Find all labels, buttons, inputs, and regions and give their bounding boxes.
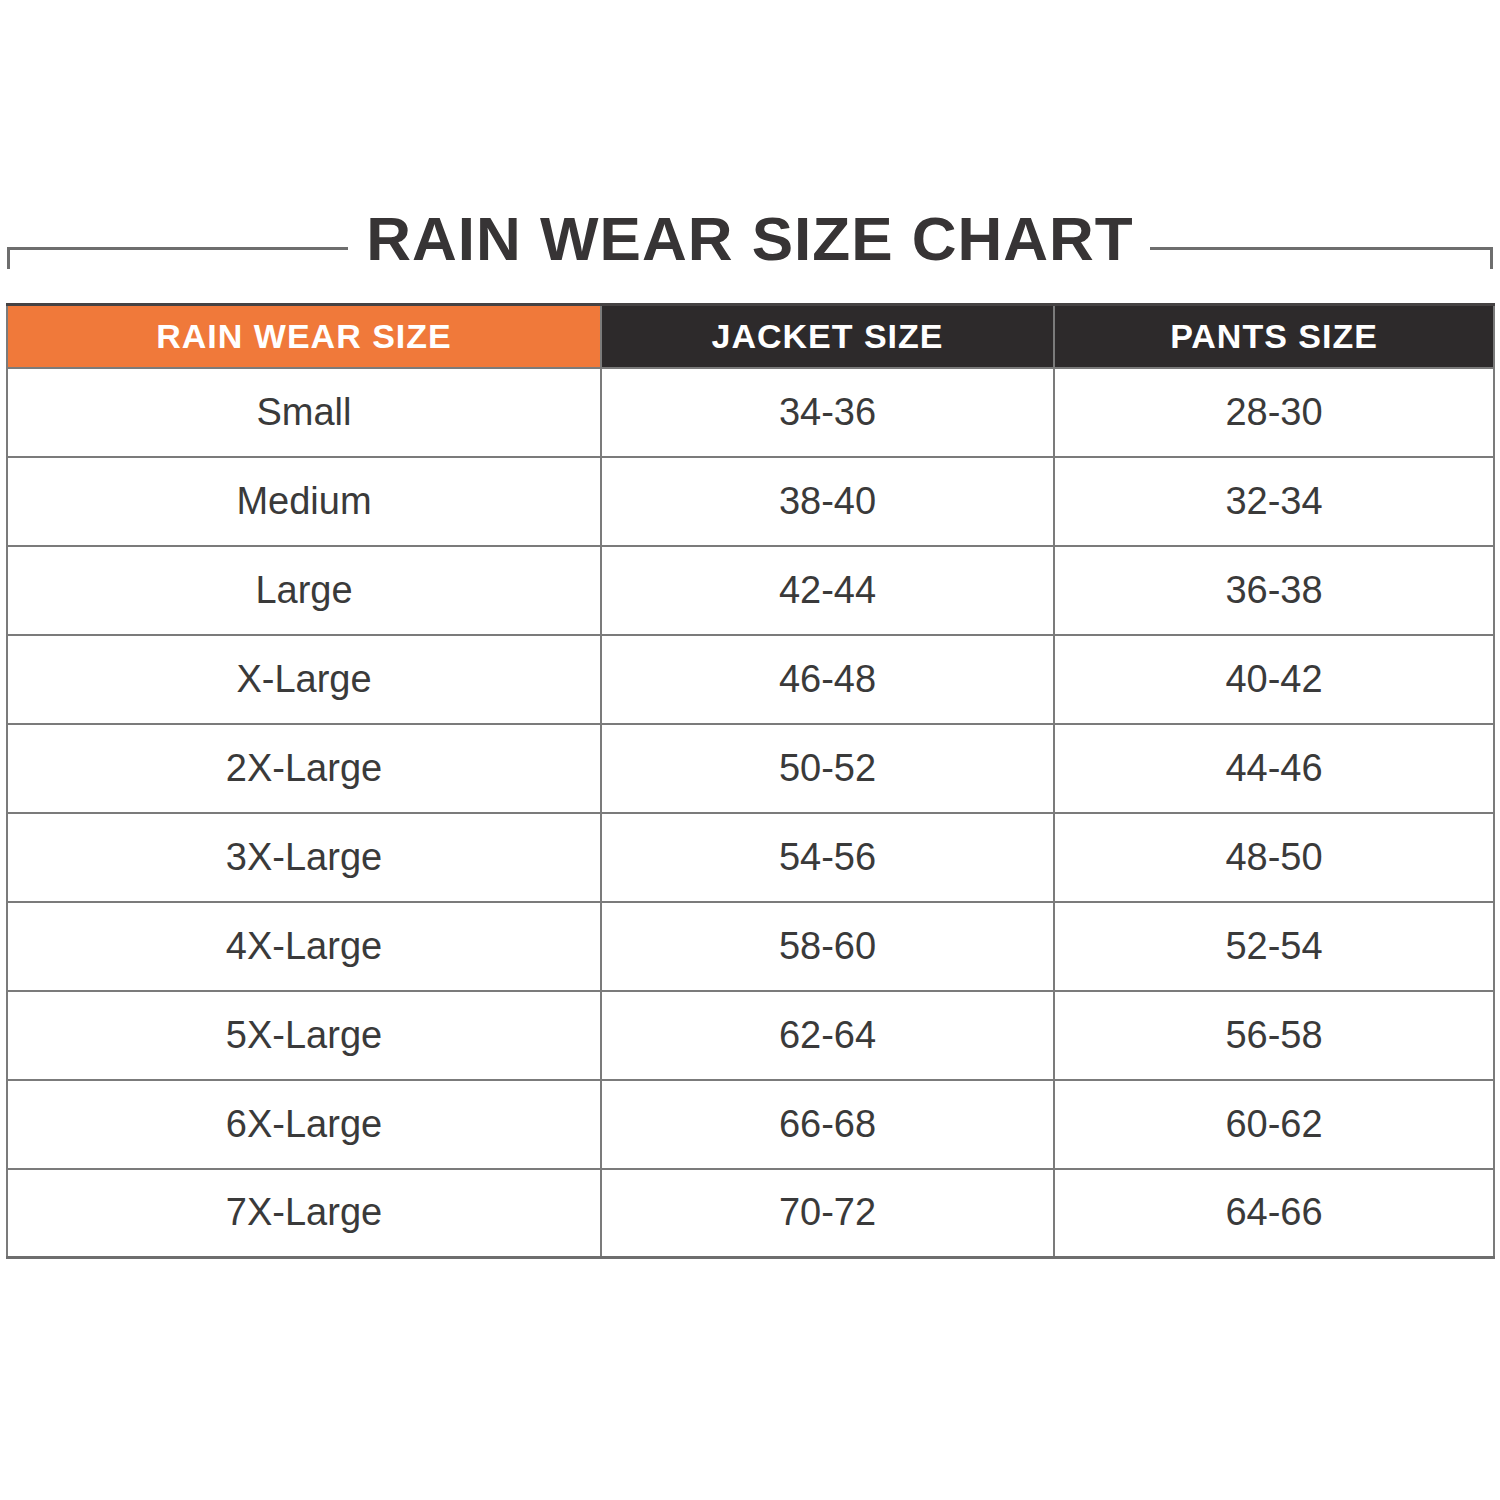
cell-jacket-size: 70-72 bbox=[601, 1169, 1054, 1258]
column-header-rain-wear-size: RAIN WEAR SIZE bbox=[7, 305, 601, 368]
cell-rain-wear-size: 4X-Large bbox=[7, 902, 601, 991]
cell-jacket-size: 38-40 bbox=[601, 457, 1054, 546]
cell-rain-wear-size: 3X-Large bbox=[7, 813, 601, 902]
cell-pants-size: 52-54 bbox=[1054, 902, 1494, 991]
cell-pants-size: 28-30 bbox=[1054, 368, 1494, 457]
table-row: 2X-Large 50-52 44-46 bbox=[7, 724, 1494, 813]
table-row: 7X-Large 70-72 64-66 bbox=[7, 1169, 1494, 1258]
cell-pants-size: 60-62 bbox=[1054, 1080, 1494, 1169]
cell-jacket-size: 42-44 bbox=[601, 546, 1054, 635]
cell-rain-wear-size: Large bbox=[7, 546, 601, 635]
cell-jacket-size: 58-60 bbox=[601, 902, 1054, 991]
cell-pants-size: 40-42 bbox=[1054, 635, 1494, 724]
cell-jacket-size: 34-36 bbox=[601, 368, 1054, 457]
table-row: 5X-Large 62-64 56-58 bbox=[7, 991, 1494, 1080]
title-rule-right bbox=[1150, 247, 1493, 269]
cell-pants-size: 48-50 bbox=[1054, 813, 1494, 902]
cell-pants-size: 64-66 bbox=[1054, 1169, 1494, 1258]
cell-pants-size: 44-46 bbox=[1054, 724, 1494, 813]
cell-rain-wear-size: 7X-Large bbox=[7, 1169, 601, 1258]
column-header-jacket-size: JACKET SIZE bbox=[601, 305, 1054, 368]
cell-jacket-size: 46-48 bbox=[601, 635, 1054, 724]
cell-rain-wear-size: 6X-Large bbox=[7, 1080, 601, 1169]
table-row: Medium 38-40 32-34 bbox=[7, 457, 1494, 546]
column-header-pants-size: PANTS SIZE bbox=[1054, 305, 1494, 368]
table-row: 3X-Large 54-56 48-50 bbox=[7, 813, 1494, 902]
cell-jacket-size: 54-56 bbox=[601, 813, 1054, 902]
cell-pants-size: 32-34 bbox=[1054, 457, 1494, 546]
cell-rain-wear-size: 5X-Large bbox=[7, 991, 601, 1080]
size-chart-table: RAIN WEAR SIZE JACKET SIZE PANTS SIZE Sm… bbox=[6, 303, 1495, 1259]
page-background: RAIN WEAR SIZE CHART RAIN WEAR SIZE JACK… bbox=[0, 0, 1500, 1500]
cell-rain-wear-size: 2X-Large bbox=[7, 724, 601, 813]
table-row: Large 42-44 36-38 bbox=[7, 546, 1494, 635]
table-row: Small 34-36 28-30 bbox=[7, 368, 1494, 457]
cell-rain-wear-size: Medium bbox=[7, 457, 601, 546]
table-header-row: RAIN WEAR SIZE JACKET SIZE PANTS SIZE bbox=[7, 305, 1494, 368]
table-row: 6X-Large 66-68 60-62 bbox=[7, 1080, 1494, 1169]
table-row: 4X-Large 58-60 52-54 bbox=[7, 902, 1494, 991]
cell-rain-wear-size: X-Large bbox=[7, 635, 601, 724]
cell-jacket-size: 62-64 bbox=[601, 991, 1054, 1080]
cell-pants-size: 56-58 bbox=[1054, 991, 1494, 1080]
cell-jacket-size: 66-68 bbox=[601, 1080, 1054, 1169]
table-row: X-Large 46-48 40-42 bbox=[7, 635, 1494, 724]
cell-rain-wear-size: Small bbox=[7, 368, 601, 457]
cell-pants-size: 36-38 bbox=[1054, 546, 1494, 635]
cell-jacket-size: 50-52 bbox=[601, 724, 1054, 813]
